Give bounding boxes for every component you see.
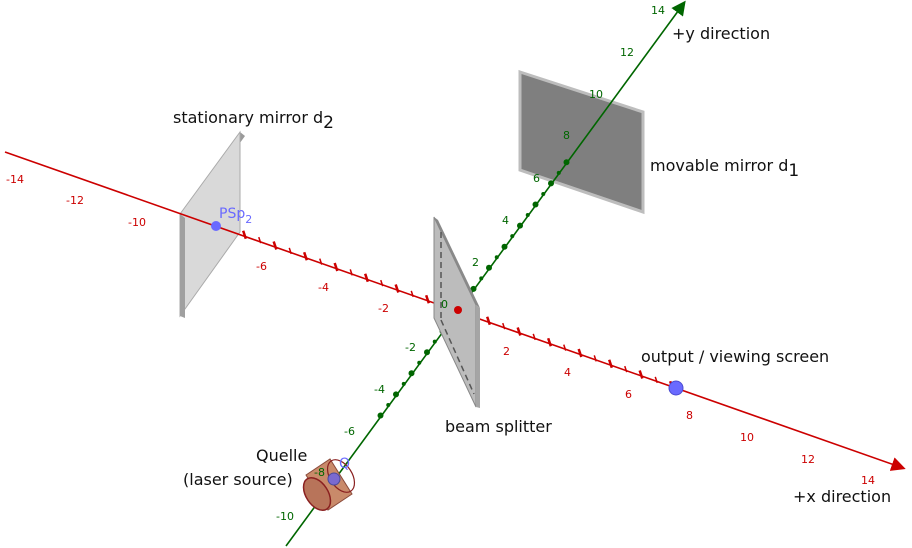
y-tick-label: -2 (405, 341, 416, 354)
y-tick-label: 2 (472, 256, 479, 269)
psp2-point (211, 221, 221, 231)
x-axis-tick (349, 269, 353, 276)
y-axis-tick (548, 180, 554, 187)
x-axis-tick (485, 316, 492, 326)
x-axis-tick (546, 337, 553, 347)
y-axis-tick (424, 349, 430, 356)
output-screen-label: output / viewing screen (641, 347, 829, 366)
q-label: Q (339, 456, 350, 472)
x-axis-tick (563, 344, 567, 351)
y-tick-label: 6 (533, 172, 540, 185)
x-tick-label: 8 (686, 409, 693, 422)
y-axis-tick (556, 170, 561, 175)
x-axis-tick (593, 355, 597, 362)
x-axis-tick (577, 348, 583, 358)
x-axis-tick (624, 365, 628, 373)
x-axis-tick (502, 322, 506, 330)
x-tick-label: 6 (625, 388, 632, 401)
x-axis-tick (363, 273, 370, 283)
y-axis-tick (532, 201, 539, 208)
x-tick-label: 12 (801, 453, 815, 466)
beam-splitter-label: beam splitter (445, 417, 552, 436)
y-direction-label: +y direction (672, 24, 770, 43)
x-tick-label: -2 (378, 302, 389, 315)
x-axis-tick (394, 284, 400, 293)
x-tick-label: 10 (740, 431, 754, 444)
y-axis-tick (486, 264, 492, 271)
y-tick-label: -10 (276, 510, 294, 523)
y-axis-tick (494, 255, 499, 260)
y-axis-tick (510, 234, 515, 239)
laser-source (302, 458, 356, 511)
x-tick-label: -10 (128, 216, 146, 229)
x-axis-tick (516, 327, 522, 336)
x-axis-tick (288, 247, 292, 255)
x-axis-tick (654, 376, 658, 384)
x-tick-label: 4 (564, 366, 571, 379)
y-axis (285, 0, 686, 547)
y-axis-tick (408, 370, 415, 377)
y-axis-tick (470, 285, 477, 292)
y-axis-tick (432, 339, 437, 344)
x-axis-tick (258, 236, 262, 244)
x-tick-label: 2 (503, 345, 510, 358)
x-axis-tick (302, 251, 309, 261)
y-tick-label: 12 (620, 46, 634, 59)
y-tick-label: -6 (344, 425, 355, 438)
y-axis-tick (386, 402, 391, 407)
y-tick-label: 10 (589, 88, 603, 101)
y-axis-tick (479, 276, 484, 281)
x-axis-tick (380, 279, 384, 287)
origin-label: 0 (441, 298, 448, 311)
x-axis-tick (319, 258, 323, 265)
y-axis-tick (377, 412, 384, 419)
q-point (327, 472, 341, 486)
y-axis-tick (393, 391, 399, 398)
y-axis-tick (517, 222, 523, 229)
y-tick-label: 14 (651, 4, 665, 17)
x-axis-tick (638, 370, 644, 379)
y-tick-label: -8 (314, 466, 325, 479)
movable-mirror-label: movable mirror d1 (650, 156, 799, 181)
x-axis-tick (241, 230, 248, 240)
x-axis-tick (333, 262, 339, 272)
x-axis-tick (410, 290, 414, 298)
x-axis-tick (532, 333, 536, 341)
psp2-label: PSp2 (219, 206, 252, 226)
y-tick-label: 8 (563, 129, 570, 142)
x-tick-label: -4 (318, 281, 329, 294)
stationary-mirror-label: stationary mirror d2 (173, 108, 334, 133)
output-point (668, 380, 684, 396)
y-axis-tick (417, 360, 422, 365)
origin-point (454, 306, 462, 314)
y-axis-tick (501, 243, 508, 250)
y-axis-tick (563, 159, 570, 166)
y-axis-tick (541, 191, 546, 196)
x-axis-tick (607, 359, 614, 369)
x-axis-tick (272, 241, 278, 250)
source-label-line1: Quelle (256, 446, 307, 465)
y-tick-label: 4 (502, 214, 509, 227)
x-tick-label: -12 (66, 194, 84, 207)
source-label-line2: (laser source) (183, 470, 293, 489)
x-axis-tick (424, 294, 431, 304)
x-tick-label: -6 (256, 260, 267, 273)
y-tick-label: -4 (374, 383, 385, 396)
x-direction-label: +x direction (793, 487, 891, 506)
y-axis-tick (525, 213, 530, 218)
x-tick-label: -14 (6, 173, 24, 186)
y-axis-tick (401, 381, 406, 386)
x-tick-label: 14 (861, 474, 875, 487)
